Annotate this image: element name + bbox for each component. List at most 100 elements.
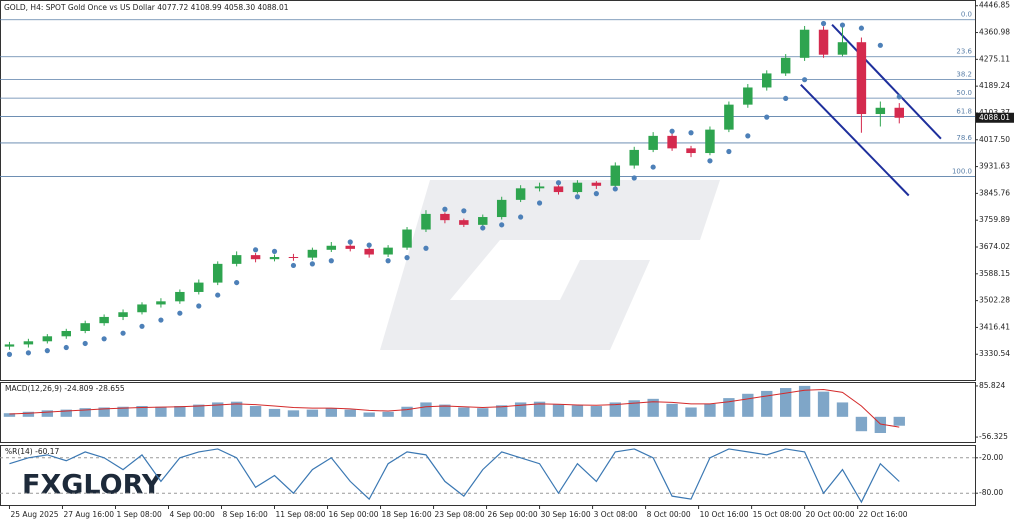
y-tick-label: 3330.54 <box>979 349 1010 358</box>
wr-panel-frame <box>0 445 976 506</box>
sar-dot <box>783 95 789 102</box>
candle-body <box>250 255 261 260</box>
candle-body <box>4 344 15 347</box>
macd-bar <box>874 416 887 434</box>
sar-dot <box>631 175 637 181</box>
candle-body <box>515 188 526 200</box>
macd-bar <box>458 407 470 417</box>
x-tick-label: 20 Oct 00:00 <box>806 510 855 519</box>
macd-bar <box>174 406 186 417</box>
sar-dot <box>461 208 467 214</box>
macd-bar <box>41 410 54 417</box>
candle-body <box>212 263 223 283</box>
macd-bar <box>117 406 129 417</box>
macd-bar <box>742 393 754 417</box>
candle-body <box>288 256 299 258</box>
x-tick-label: 15 Oct 08:00 <box>753 510 802 519</box>
y-tick-label: -20.00 <box>979 453 1003 462</box>
sar-dot <box>536 200 543 206</box>
y-tick-label: -56.325 <box>979 432 1008 441</box>
x-tick-label: 8 Sep 16:00 <box>223 510 269 519</box>
x-tick-label: 22 Oct 16:00 <box>859 510 908 519</box>
macd-bar <box>420 402 432 417</box>
y-tick-label: 3845.76 <box>979 188 1010 197</box>
macd-bar <box>571 405 584 417</box>
channel-line <box>800 83 910 197</box>
y-tick-label: 3416.41 <box>979 322 1010 331</box>
candle-body <box>818 29 829 55</box>
macd-bar <box>22 411 35 417</box>
sar-dot <box>120 330 126 336</box>
macd-bar <box>761 390 773 417</box>
y-tick-label: 4103.37 <box>979 108 1010 117</box>
sar-dot <box>290 262 297 269</box>
fib-level-label: 38.2 <box>956 71 972 79</box>
sar-dot <box>877 42 883 48</box>
candle-body <box>856 42 867 115</box>
macd-bar <box>685 407 697 417</box>
sar-dot <box>404 255 410 261</box>
sar-dot <box>44 348 50 354</box>
macd-bar <box>704 403 716 417</box>
sar-dot <box>177 310 183 316</box>
y-tick-label: 4360.98 <box>979 28 1010 37</box>
y-tick-label: 3674.02 <box>979 242 1010 251</box>
x-tick-label: 11 Sep 08:00 <box>276 510 326 519</box>
main-panel-frame <box>0 0 976 381</box>
macd-bar <box>836 402 849 417</box>
x-tick-label: 18 Sep 16:00 <box>382 510 432 519</box>
candle-body <box>478 217 488 225</box>
macd-bar <box>514 402 527 417</box>
macd-bar <box>268 408 281 417</box>
candle-body <box>345 245 355 249</box>
sar-dot <box>745 133 751 139</box>
candle-body <box>175 291 185 302</box>
candle-body <box>137 304 147 313</box>
macd-bar <box>552 404 565 417</box>
x-tick-label: 27 Aug 16:00 <box>63 510 114 519</box>
candle-body <box>421 213 431 230</box>
y-tick-label: -80.00 <box>979 488 1003 497</box>
x-tick-label: 30 Sep 16:00 <box>541 510 591 519</box>
sar-dot <box>271 248 278 254</box>
candle-body <box>762 73 772 88</box>
candle-body <box>307 249 318 258</box>
candle-body <box>591 182 602 186</box>
x-tick-label: 16 Sep 00:00 <box>329 510 379 519</box>
macd-bar <box>344 409 356 417</box>
macd-bar <box>363 412 375 417</box>
candle-body <box>610 165 621 186</box>
macd-bar <box>477 408 489 417</box>
sar-dot <box>423 245 429 251</box>
candle-body <box>799 29 810 58</box>
macd-bar <box>893 416 905 426</box>
x-tick-label: 1 Sep 08:00 <box>116 510 162 519</box>
macd-bar <box>628 400 640 417</box>
y-tick-label: 3502.28 <box>979 296 1010 305</box>
macd-title: MACD(12,26,9) -24.809 -28.655 <box>5 384 125 393</box>
sar-dot <box>480 225 486 231</box>
sar-dot <box>612 186 618 192</box>
macd-bar <box>136 406 148 417</box>
macd-bar <box>212 402 224 417</box>
candle-body <box>837 42 848 55</box>
sar-dot <box>25 350 31 356</box>
sar-dot <box>442 206 448 212</box>
sar-dot <box>63 344 69 351</box>
y-tick-label: 3588.15 <box>979 269 1010 278</box>
candle-body <box>686 148 696 154</box>
candle-body <box>364 248 374 255</box>
channel-line <box>831 24 942 140</box>
macd-bar <box>287 410 300 417</box>
candle-body <box>648 135 658 150</box>
sar-dot <box>196 303 202 309</box>
macd-bar <box>609 402 621 417</box>
sar-dot <box>707 158 713 164</box>
macd-bar <box>533 401 546 417</box>
candle-body <box>459 220 469 225</box>
current-price-box <box>976 112 1014 123</box>
y-tick-label: 4017.50 <box>979 135 1010 144</box>
macd-bar <box>798 385 811 417</box>
candle-body <box>42 336 53 342</box>
